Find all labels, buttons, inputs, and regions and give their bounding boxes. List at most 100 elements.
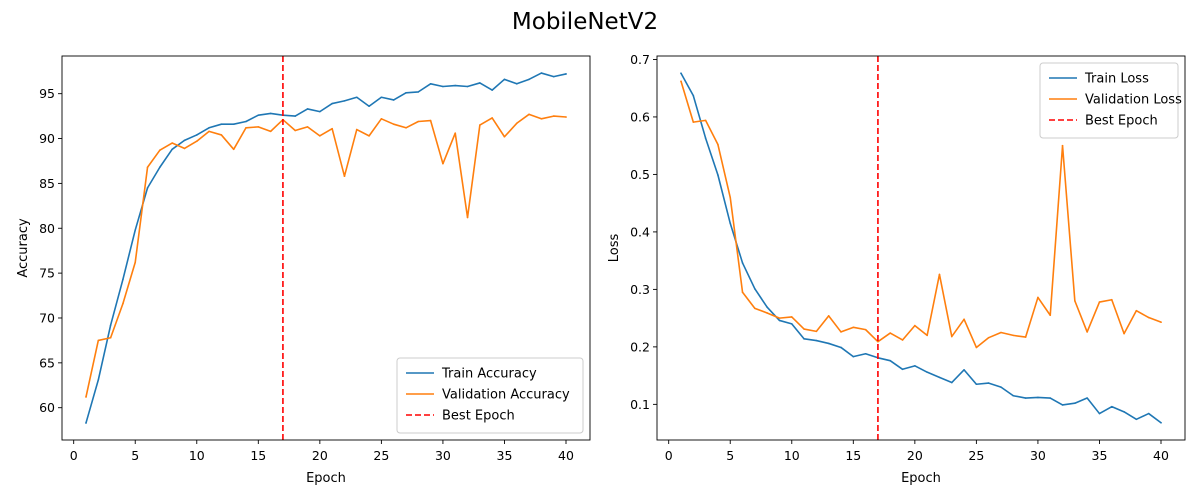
chart-2-point-validation-loss bbox=[926, 334, 928, 337]
chart-2-point-validation-loss bbox=[950, 335, 953, 338]
chart-2-point-validation-loss bbox=[987, 336, 990, 339]
chart-2-point-train-loss bbox=[1012, 394, 1015, 397]
chart-2-point-train-loss bbox=[1074, 402, 1076, 405]
chart-2-point-validation-loss bbox=[1037, 296, 1039, 299]
chart-2-point-train-loss bbox=[717, 174, 719, 176]
chart-2-series-train-loss bbox=[680, 72, 1162, 424]
chart-1-point-validation-accuracy bbox=[392, 123, 395, 125]
chart-1-point-validation-accuracy bbox=[466, 216, 469, 219]
chart-1-legend-box bbox=[396, 357, 584, 434]
chart-1-point-validation-accuracy bbox=[134, 261, 137, 264]
chart-1-point-train-accuracy bbox=[405, 91, 407, 94]
chart-2-y-axis-label: Loss bbox=[607, 234, 622, 263]
chart-1-x-tick-label: 25 bbox=[373, 448, 389, 463]
chart-1-point-train-accuracy bbox=[528, 78, 530, 81]
chart-1-point-train-accuracy bbox=[355, 96, 358, 99]
chart-1-point-validation-accuracy bbox=[269, 130, 272, 133]
chart-1-x-tick-label: 15 bbox=[250, 448, 266, 463]
chart-1-point-validation-accuracy bbox=[540, 118, 543, 120]
chart-1-y-tick-label: 70 bbox=[39, 310, 55, 325]
chart-2-point-train-loss bbox=[840, 346, 842, 349]
chart-2-y-tick-label: 0.4 bbox=[630, 224, 650, 239]
chart-2-point-validation-loss bbox=[827, 315, 830, 317]
chart-2-point-validation-loss bbox=[1086, 331, 1088, 333]
chart-1-point-validation-accuracy bbox=[294, 129, 297, 132]
chart-2-point-validation-loss bbox=[1147, 316, 1150, 319]
chart-2-point-validation-loss bbox=[766, 312, 768, 314]
chart-1-point-train-accuracy bbox=[503, 78, 506, 81]
chart-2-point-train-loss bbox=[1024, 397, 1027, 399]
chart-1-point-train-accuracy bbox=[245, 120, 247, 123]
chart-2-point-train-loss bbox=[1110, 405, 1113, 408]
chart-2-point-train-loss bbox=[754, 288, 756, 290]
chart-2-x-tick-label: 5 bbox=[726, 448, 734, 463]
chart-2-point-train-loss bbox=[704, 137, 707, 140]
chart-1-point-validation-accuracy bbox=[355, 128, 358, 131]
chart-2-point-validation-loss bbox=[1074, 300, 1076, 302]
chart-2-point-validation-loss bbox=[852, 326, 855, 329]
chart-2-point-train-loss bbox=[938, 376, 941, 379]
chart-2-point-train-loss bbox=[889, 359, 892, 362]
chart-1-point-train-accuracy bbox=[269, 112, 272, 115]
chart-1-point-validation-accuracy bbox=[159, 149, 161, 152]
chart-1-legend-label-train-accuracy: Train Accuracy bbox=[441, 367, 537, 382]
chart-1-point-validation-accuracy bbox=[257, 126, 260, 128]
chart-1-point-train-accuracy bbox=[429, 83, 432, 85]
chart-1-point-validation-accuracy bbox=[122, 302, 124, 305]
chart-1-point-train-accuracy bbox=[159, 166, 161, 169]
chart-2-point-train-loss bbox=[987, 382, 990, 384]
chart-1-point-validation-accuracy bbox=[503, 135, 506, 138]
chart-1-point-validation-accuracy bbox=[343, 175, 346, 178]
chart-1-point-validation-accuracy bbox=[195, 140, 198, 143]
chart-1-point-train-accuracy bbox=[417, 91, 420, 93]
chart-2-point-validation-loss bbox=[840, 331, 842, 333]
chart-2-point-train-loss bbox=[1086, 397, 1088, 399]
chart-2-axes-frame bbox=[656, 55, 1186, 441]
chart-2-point-train-loss bbox=[926, 371, 928, 373]
chart-2-point-validation-loss bbox=[1123, 332, 1125, 335]
chart-1-point-train-accuracy bbox=[220, 123, 223, 125]
chart-1-point-train-accuracy bbox=[208, 126, 210, 129]
chart-1-x-tick-label: 5 bbox=[131, 448, 139, 463]
chart-1-point-train-accuracy bbox=[442, 85, 444, 88]
chart-2-point-validation-loss bbox=[717, 143, 719, 146]
chart-2-point-validation-loss bbox=[889, 332, 892, 334]
chart-1-point-train-accuracy bbox=[306, 108, 309, 110]
chart-2-point-train-loss bbox=[680, 72, 682, 75]
chart-2-point-validation-loss bbox=[975, 346, 978, 349]
chart-1-series-train-accuracy bbox=[85, 72, 567, 424]
chart-1-point-validation-accuracy bbox=[208, 130, 210, 133]
chart-2-point-validation-loss bbox=[901, 339, 904, 341]
chart-2-y-tick-label: 0.6 bbox=[630, 109, 650, 124]
chart-1-point-validation-accuracy bbox=[528, 113, 530, 116]
chart-2-point-validation-loss bbox=[877, 340, 879, 343]
chart-2-x-axis-label: Epoch bbox=[901, 471, 941, 486]
chart-2-legend-label-validation-loss: Validation Loss bbox=[1085, 93, 1182, 108]
chart-1-point-validation-accuracy bbox=[331, 127, 333, 130]
chart-2-point-train-loss bbox=[1135, 418, 1138, 421]
chart-2-legend: Train Loss Validation Loss Best Epoch bbox=[1039, 62, 1182, 139]
chart-2-point-validation-loss bbox=[963, 318, 965, 321]
chart-2-point-train-loss bbox=[901, 368, 904, 371]
chart-1-point-validation-accuracy bbox=[319, 135, 321, 137]
chart-2-legend-label-best-epoch: Best Epoch bbox=[1085, 114, 1158, 129]
chart-2-point-train-loss bbox=[914, 365, 916, 367]
chart-1-point-validation-accuracy bbox=[380, 118, 383, 120]
chart-1-point-train-accuracy bbox=[171, 148, 173, 151]
chart-1-point-train-accuracy bbox=[232, 123, 235, 125]
chart-2-point-train-loss bbox=[975, 383, 978, 386]
chart-1-point-train-accuracy bbox=[195, 134, 198, 136]
chart-1-point-train-accuracy bbox=[122, 278, 124, 281]
chart-1-point-validation-accuracy bbox=[368, 135, 370, 137]
chart-1-x-tick-label: 40 bbox=[558, 448, 574, 463]
chart-1-point-validation-accuracy bbox=[417, 120, 420, 123]
chart-1-y-tick-label: 65 bbox=[39, 355, 55, 370]
chart-2-point-validation-loss bbox=[680, 80, 682, 83]
chart-1-point-validation-accuracy bbox=[245, 126, 247, 129]
chart-2-point-validation-loss bbox=[704, 119, 707, 122]
chart-1-point-train-accuracy bbox=[97, 379, 100, 381]
chart-2-x-tick-label: 15 bbox=[845, 448, 861, 463]
chart-2-x-tick-label: 35 bbox=[1092, 448, 1108, 463]
